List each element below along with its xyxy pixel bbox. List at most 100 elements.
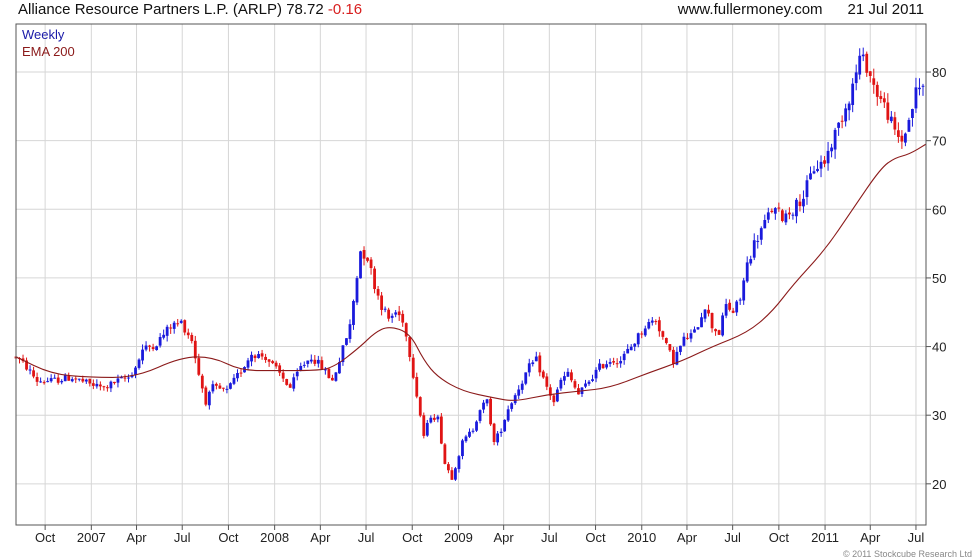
x-tick-label: Jul: [724, 530, 741, 545]
candle-body: [710, 312, 714, 329]
candle-body: [492, 423, 496, 442]
candle: [46, 377, 50, 383]
candle-body: [563, 376, 566, 381]
candle: [580, 387, 584, 397]
legend-ema-200: EMA 200: [22, 44, 75, 59]
candle-body: [875, 84, 879, 97]
candle: [661, 330, 665, 340]
candle: [327, 368, 331, 379]
candle: [49, 374, 53, 383]
candle-body: [872, 78, 876, 85]
candle: [359, 250, 362, 279]
candle-body: [742, 280, 746, 301]
price-change: -0.16: [327, 1, 363, 18]
candle: [545, 373, 549, 391]
candle: [696, 327, 700, 330]
candle-body: [67, 375, 71, 381]
candle: [25, 357, 28, 371]
candle-body: [179, 320, 183, 323]
candle-body: [253, 355, 257, 359]
candle: [341, 345, 345, 366]
candle: [204, 385, 208, 407]
candle: [77, 378, 81, 382]
candle: [837, 122, 841, 136]
candle: [345, 338, 348, 346]
ema-200-line: [15, 143, 927, 401]
candle-body: [721, 315, 725, 336]
candle-body: [650, 320, 654, 323]
candle: [95, 379, 99, 389]
candle-body: [882, 98, 886, 103]
candle: [893, 111, 897, 136]
candle-body: [889, 116, 893, 122]
candle: [457, 454, 461, 473]
x-tick-label: Apr: [677, 530, 698, 545]
candle: [503, 419, 507, 432]
candle: [703, 309, 707, 323]
candle-body: [450, 470, 454, 480]
candle-body: [267, 359, 271, 362]
candle-body: [260, 353, 264, 357]
candle-body: [510, 403, 514, 409]
candle: [784, 210, 788, 226]
candle: [520, 380, 524, 394]
candle: [798, 194, 802, 212]
candle: [826, 141, 830, 171]
candle-body: [482, 402, 485, 410]
candle: [763, 214, 767, 229]
candle-body: [151, 347, 155, 350]
candle-body: [854, 72, 858, 84]
candle-body: [693, 329, 696, 333]
candle: [401, 310, 405, 327]
y-axis: 20 30 40 50 60 70 80: [926, 65, 946, 492]
candle-body: [489, 398, 492, 425]
candle: [531, 360, 535, 367]
candle: [773, 207, 777, 220]
candle-body: [844, 108, 848, 122]
candle: [53, 374, 57, 379]
x-tick-label: Jul: [908, 530, 925, 545]
y-tick-label: 40: [932, 340, 946, 355]
candle-body: [285, 379, 289, 385]
candle: [190, 332, 194, 344]
candle: [74, 375, 78, 384]
candle: [207, 390, 211, 410]
candle: [563, 371, 566, 386]
candle: [517, 385, 521, 399]
candle: [861, 47, 865, 62]
candle: [144, 341, 148, 352]
candle-body: [155, 346, 159, 351]
copyright-note: © 2011 Stockcube Research Ltd: [842, 549, 972, 559]
candle-body: [643, 328, 647, 336]
y-tick-label: 70: [932, 134, 946, 149]
candle: [56, 374, 60, 385]
candle-body: [626, 348, 630, 354]
candle: [896, 122, 900, 143]
candle: [158, 333, 162, 348]
x-tick-label: 2008: [260, 530, 289, 545]
candle: [179, 319, 183, 324]
candle-body: [717, 330, 721, 335]
candle-body: [826, 150, 830, 164]
candle-body: [439, 416, 443, 444]
candle-body: [39, 381, 43, 383]
candle-body: [207, 391, 211, 406]
candle: [499, 428, 503, 437]
candle-body: [56, 377, 60, 383]
candle-body: [250, 354, 253, 362]
candle-body: [232, 377, 236, 384]
candle: [612, 357, 616, 366]
candle-body: [911, 109, 914, 119]
candle-body: [302, 364, 306, 366]
candle-body: [137, 359, 141, 368]
candle-body: [271, 361, 275, 364]
candle: [548, 384, 552, 400]
candle: [749, 255, 753, 266]
candle-body: [70, 379, 74, 382]
candle-body: [327, 368, 331, 379]
candle: [274, 360, 278, 369]
candle: [724, 298, 728, 319]
candle: [264, 353, 267, 363]
candle: [816, 160, 819, 173]
